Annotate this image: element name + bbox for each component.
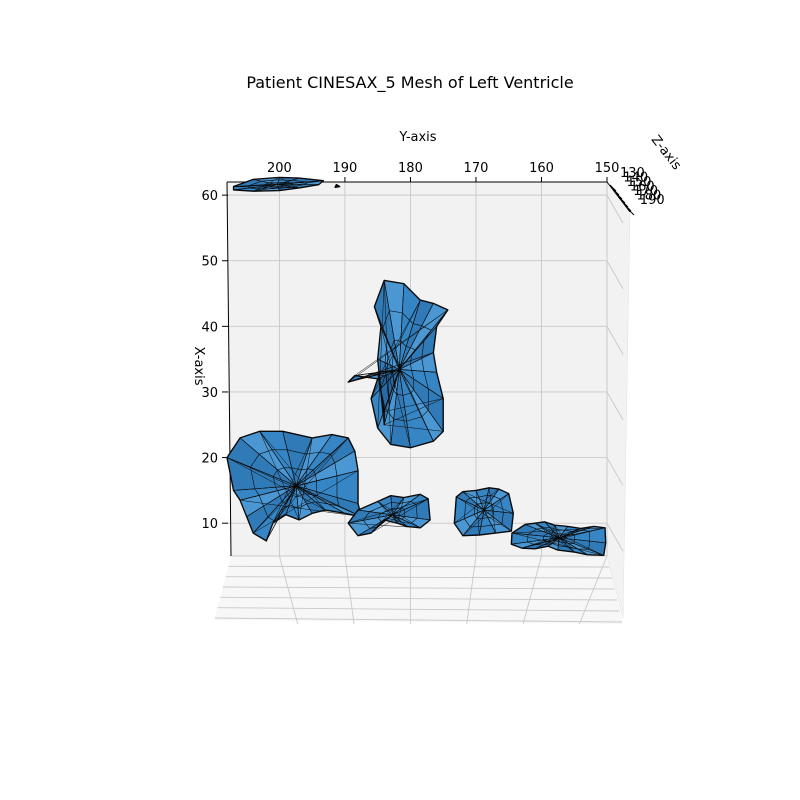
x-tick-label: 40 — [201, 320, 218, 335]
z-axis-label: Z-axis — [648, 133, 684, 173]
mesh-component — [226, 430, 363, 542]
y-axis-ticks: 200 190 180 170 160 150 — [267, 161, 619, 182]
z-tick-label: 190 — [640, 193, 665, 208]
x-tick-label: 10 — [201, 517, 218, 532]
mesh-component — [232, 176, 325, 192]
y-tick-label: 180 — [398, 161, 423, 176]
y-tick-label: 160 — [529, 161, 554, 176]
z-tick-label: 150 — [627, 175, 652, 190]
z-axis-line — [606, 181, 631, 213]
mesh-component — [347, 493, 431, 537]
x-tick-label: 50 — [201, 255, 218, 270]
mesh-component — [510, 521, 607, 557]
z-tick-label: 140 — [623, 171, 648, 186]
y-tick-label: 150 — [595, 161, 620, 176]
mesh-component — [453, 487, 515, 537]
floor-pane — [214, 556, 623, 624]
y-tick-label: 170 — [464, 161, 489, 176]
side-pane — [606, 181, 631, 619]
z-tick-label: 130 — [620, 166, 645, 181]
mesh-component — [347, 279, 449, 449]
z-tick-label: 160 — [630, 180, 655, 195]
y-axis-label: Y-axis — [398, 130, 436, 145]
z-tick-label: 180 — [637, 189, 662, 204]
x-tick-label: 30 — [201, 386, 218, 401]
x-axis-label: X-axis — [191, 347, 206, 386]
y-tick-label: 200 — [267, 161, 292, 176]
y-tick-label: 190 — [333, 161, 358, 176]
x-axis-line — [226, 181, 232, 557]
x-tick-label: 20 — [201, 452, 218, 467]
x-tick-label: 60 — [201, 189, 218, 204]
chart-title: Patient CINESAX_5 Mesh of Left Ventricle — [246, 73, 573, 93]
mesh-component — [334, 183, 341, 188]
mesh-surface — [226, 176, 607, 557]
x-axis-ticks: 10 20 30 40 50 60 — [201, 189, 228, 532]
z-tick-label: 170 — [633, 184, 658, 199]
